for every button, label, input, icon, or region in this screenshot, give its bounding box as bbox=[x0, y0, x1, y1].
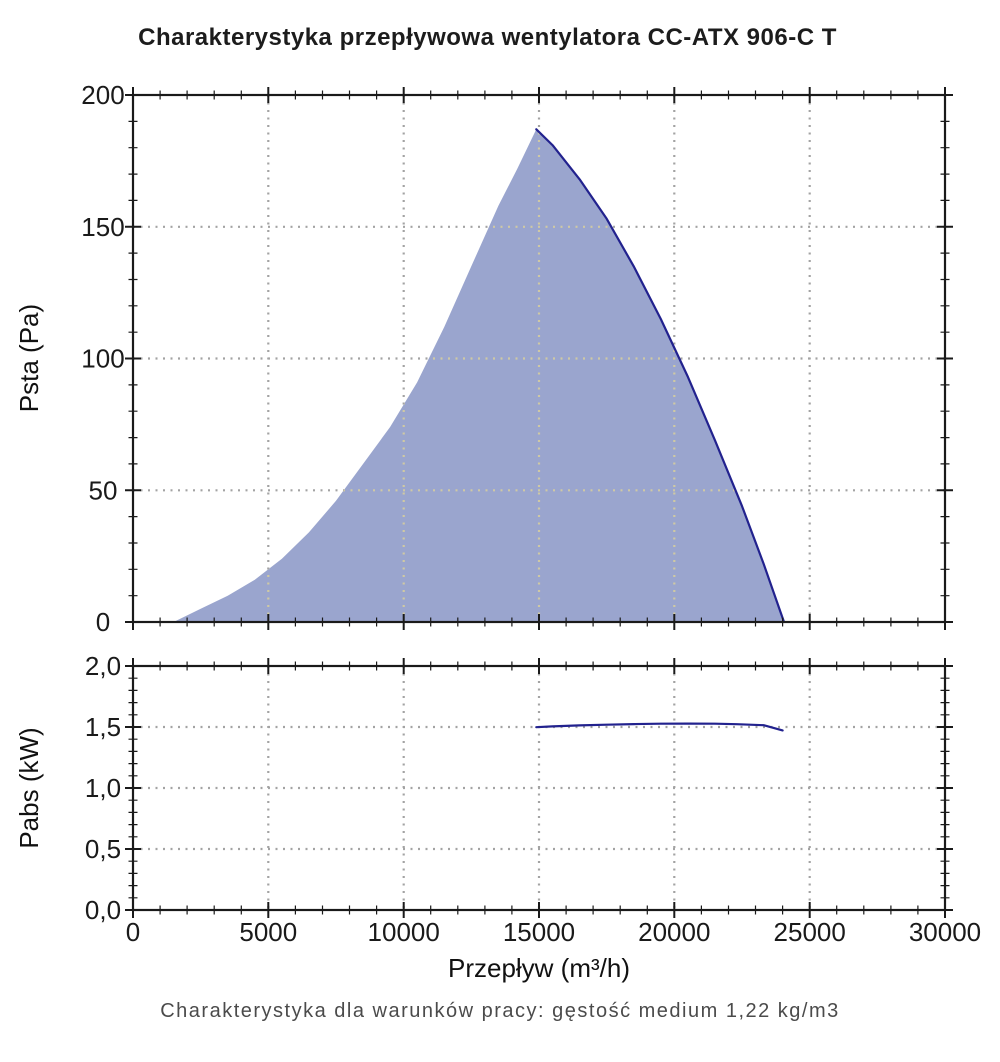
y-axis-label-psta: Psta (Pa) bbox=[14, 304, 44, 412]
y-tick-label: 50 bbox=[89, 475, 118, 505]
chart-title: Charakterystyka przepływowa wentylatora … bbox=[138, 24, 837, 51]
y-tick-label: 150 bbox=[81, 212, 124, 242]
x-tick-label: 15000 bbox=[503, 917, 575, 947]
plots-group: 0 50 100 150 200 0,0 0,5 1,0 1,5 2,0 0 5000 10000 150… bbox=[81, 80, 981, 947]
y-axis-label-pabs: Pabs (kW) bbox=[14, 727, 44, 848]
x-tick-label: 30000 bbox=[909, 917, 981, 947]
x-tick-label: 0 bbox=[126, 917, 140, 947]
dotted-gridlines bbox=[133, 666, 945, 910]
y-tick-label: 1,5 bbox=[85, 712, 121, 742]
x-tick-label: 10000 bbox=[368, 917, 440, 947]
y-tick-label: 0,5 bbox=[85, 834, 121, 864]
y-tick-label: 0 bbox=[96, 607, 110, 637]
x-tick-label: 5000 bbox=[239, 917, 297, 947]
chart-caption: Charakterystyka dla warunków pracy: gęst… bbox=[160, 1000, 840, 1022]
x-tick-label: 25000 bbox=[774, 917, 846, 947]
plot-border bbox=[131, 664, 947, 912]
y-tick-label: 0,0 bbox=[85, 895, 121, 925]
operating-area-fill bbox=[173, 129, 785, 623]
y-tick-label: 1,0 bbox=[85, 773, 121, 803]
curve-Psta bbox=[535, 128, 786, 624]
y-tick-label: 2,0 bbox=[85, 651, 121, 681]
curve-Pabs bbox=[535, 722, 784, 732]
x-tick-label: 20000 bbox=[638, 917, 710, 947]
y-tick-label: 100 bbox=[81, 344, 124, 374]
y-tick-label: 200 bbox=[81, 80, 124, 110]
plot-border bbox=[131, 93, 947, 624]
x-axis-label: Przepływ (m³/h) bbox=[448, 953, 630, 983]
